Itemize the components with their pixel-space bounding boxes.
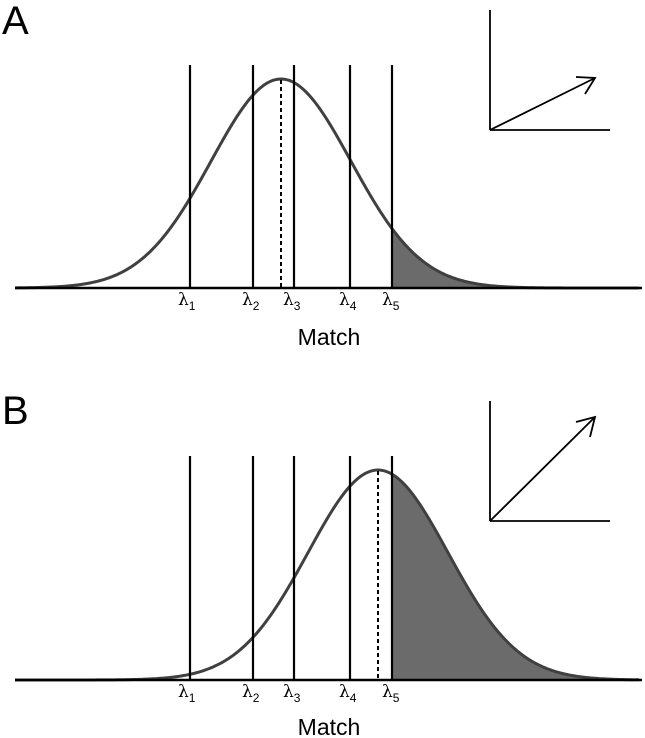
threshold-label-a-2: λ2 xyxy=(242,290,260,313)
inset-arrow-a xyxy=(489,77,596,131)
panel-b: B λ1 λ2 λ3 λ4 λ5 Match xyxy=(2,389,642,738)
threshold-label-b-3: λ3 xyxy=(283,682,301,705)
threshold-label-b-5: λ5 xyxy=(382,682,400,705)
panel-letter-b: B xyxy=(2,389,29,433)
shaded-tail-b xyxy=(392,474,640,680)
arrowhead-icon xyxy=(575,415,597,438)
panel-letter-a: A xyxy=(2,0,29,43)
distribution-curve-a xyxy=(14,77,639,290)
threshold-label-a-1: λ1 xyxy=(178,290,196,313)
panel-a: A λ1 λ2 λ3 λ4 λ5 Match xyxy=(2,0,642,350)
inset-vector-a xyxy=(489,10,610,131)
threshold-label-b-2: λ2 xyxy=(242,682,260,705)
threshold-label-b-4: λ4 xyxy=(339,682,357,705)
x-axis-title-b: Match xyxy=(298,714,361,738)
distribution-curve-b xyxy=(15,468,640,682)
threshold-label-a-5: λ5 xyxy=(382,290,400,313)
threshold-label-b-1: λ1 xyxy=(178,682,196,705)
inset-vector-b xyxy=(489,401,610,522)
threshold-label-a-4: λ4 xyxy=(339,290,357,313)
inset-arrow-b xyxy=(489,416,596,522)
shaded-tail-a xyxy=(392,228,640,288)
arrowhead-icon xyxy=(575,76,597,95)
x-axis-title-a: Match xyxy=(298,324,361,350)
threshold-label-a-3: λ3 xyxy=(283,290,301,313)
